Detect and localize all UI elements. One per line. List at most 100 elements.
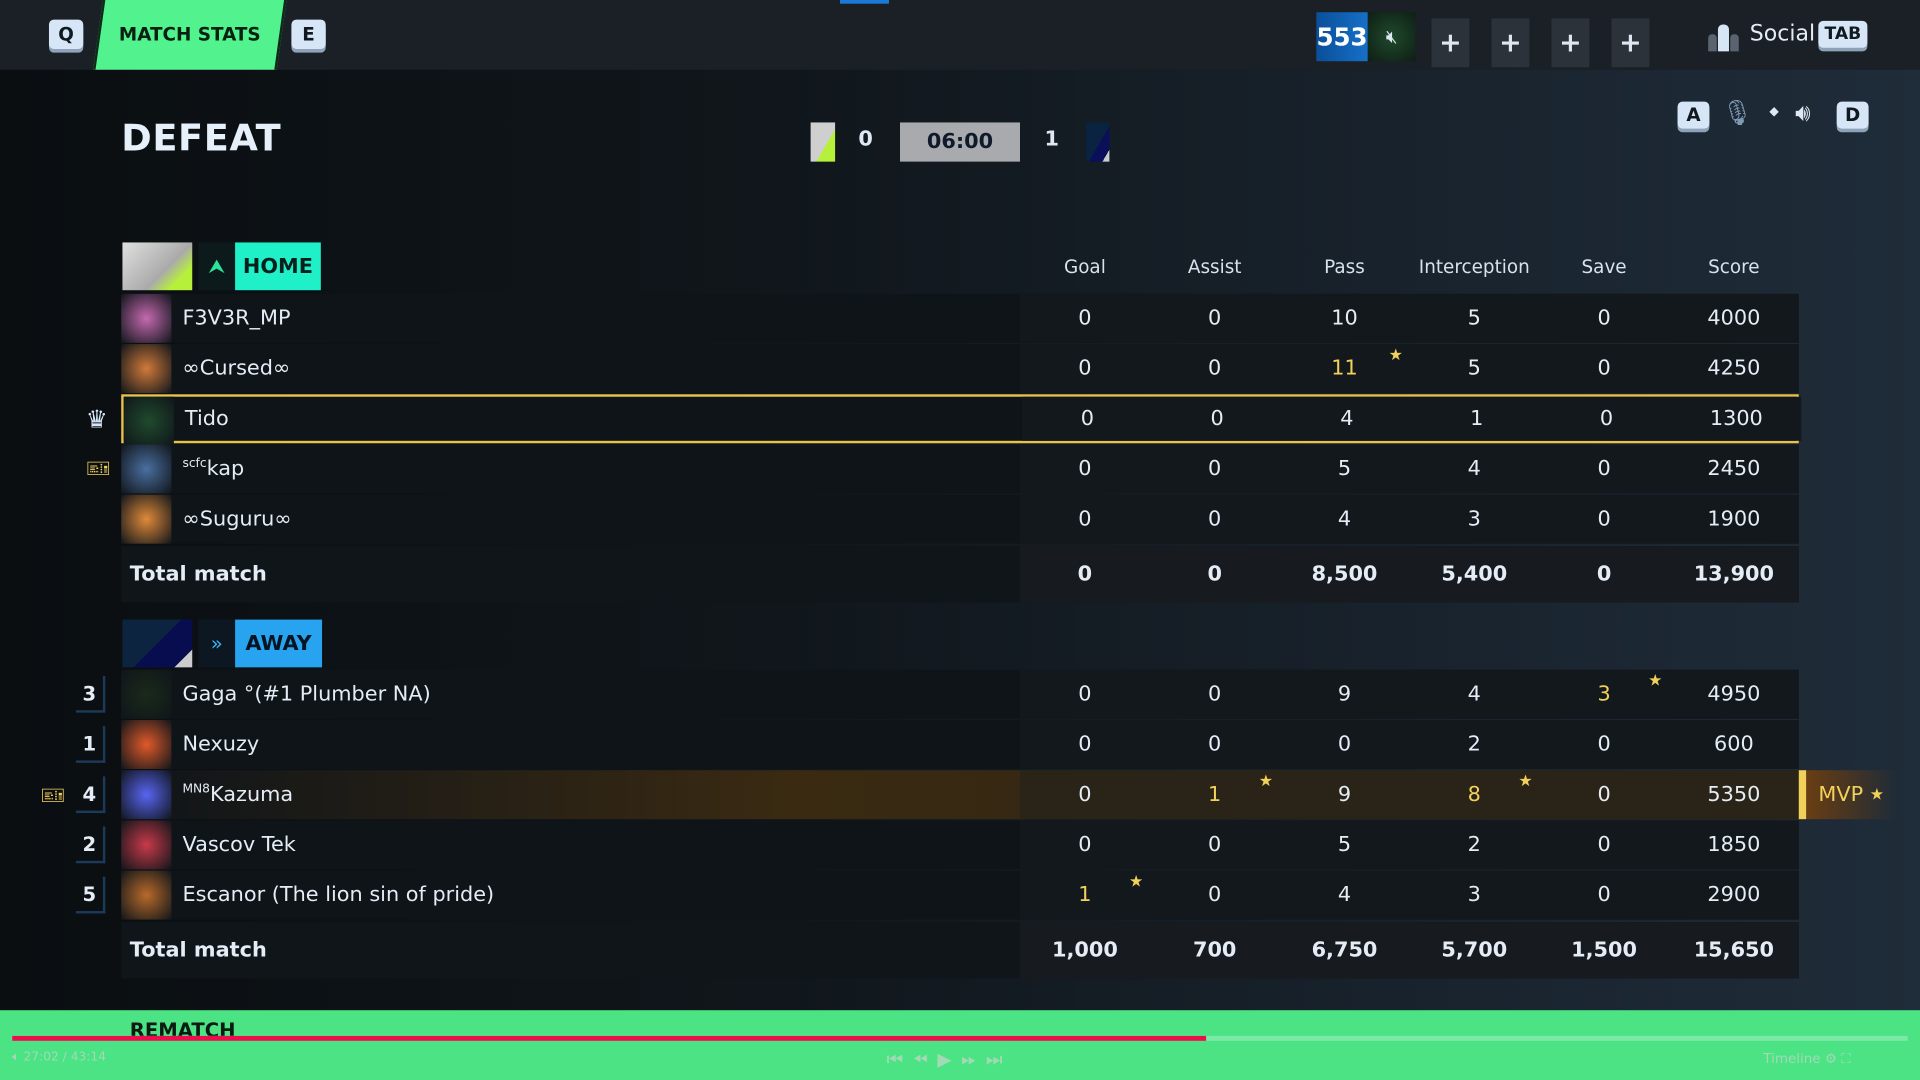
tab-indicator	[840, 0, 889, 4]
speaker-icon[interactable]: 🔊︎	[1795, 97, 1811, 128]
stat-save: 0	[1597, 732, 1611, 757]
player-tag: MN8	[182, 782, 210, 797]
player-row[interactable]: Escanor (The lion sin of pride) 1 ★ 0 4 3 0 290…	[121, 870, 1799, 920]
away-chevron-icon: »	[198, 619, 236, 668]
stat-score: 5350	[1707, 782, 1761, 807]
player-avatar[interactable]	[123, 396, 174, 446]
player-name[interactable]: Nexuzy	[182, 732, 259, 756]
player-row[interactable]: scfckap 0 0 5 4 0 2450	[121, 444, 1799, 494]
rewind-icon[interactable]: ⏪︎	[912, 1048, 938, 1071]
player-avatar[interactable]	[121, 293, 172, 343]
stat-pass: 9	[1337, 682, 1352, 707]
party-ticket-icon: 🎫︎	[40, 783, 66, 807]
party-leader-icon: ♛	[85, 404, 108, 434]
player-row[interactable]: Vascov Tek 0 0 5 2 0 1850	[121, 820, 1799, 870]
social-key[interactable]: TAB	[1818, 20, 1868, 48]
player-row[interactable]: ∞Suguru∞ 0 0 4 3 0 1900	[121, 494, 1799, 544]
star-icon: ★	[1388, 346, 1403, 365]
stat-assist: 0	[1208, 682, 1222, 707]
stat-save: 0	[1597, 832, 1611, 858]
player-name-text: ∞Cursed∞	[182, 356, 291, 381]
player-avatar[interactable]	[121, 344, 172, 394]
star-icon: ★	[1258, 772, 1274, 792]
social-label[interactable]: Social	[1749, 20, 1816, 47]
stat-interception: 4	[1467, 456, 1481, 482]
home-score: 0	[858, 127, 873, 152]
home-team-flag	[810, 122, 836, 162]
tab-match-stats[interactable]: MATCH STATS	[93, 0, 287, 70]
player-name[interactable]: F3V3R_MP	[182, 306, 290, 330]
stat-score: 4250	[1707, 356, 1761, 381]
player-avatar[interactable]	[121, 669, 172, 719]
stat-goal: 0	[1078, 506, 1092, 532]
column-header: Goal	[1063, 255, 1106, 278]
volume-icon[interactable]: 🔈︎	[12, 1050, 24, 1065]
player-row[interactable]: Gaga °(#1 Plumber NA) 0 0 9 4 3 ★ 4950	[121, 669, 1799, 719]
stat-assist: 0	[1208, 506, 1222, 532]
player-name[interactable]: ∞Cursed∞	[182, 356, 290, 380]
stat-pass: 5	[1337, 832, 1352, 858]
player-level: 553	[1316, 12, 1368, 62]
party-slot-button[interactable]: +	[1611, 18, 1650, 68]
player-avatar[interactable]	[121, 870, 172, 920]
stat-interception: 2	[1467, 832, 1481, 858]
mvp-label: MVP	[1818, 782, 1864, 807]
column-header: Assist	[1187, 255, 1242, 278]
player-rank: 4	[75, 776, 106, 814]
player-name[interactable]: Gaga °(#1 Plumber NA)	[182, 682, 430, 706]
seek-bar[interactable]	[12, 1035, 1908, 1041]
party-slot-button[interactable]: +	[1551, 18, 1590, 68]
timeline-button[interactable]: Timeline ⚙︎ ⛶	[1763, 1051, 1850, 1068]
player-row[interactable]: Tido 0 0 4 1 0 1300	[121, 394, 1802, 446]
stat-interception: 5	[1467, 356, 1481, 381]
player-name[interactable]: ∞Suguru∞	[182, 507, 291, 531]
home-team-label: HOME	[235, 242, 321, 291]
player-avatar[interactable]	[121, 770, 172, 820]
player-avatar[interactable]	[121, 820, 172, 870]
total-score: 15,650	[1693, 937, 1775, 963]
player-avatar[interactable]	[121, 494, 172, 544]
fast-forward-icon[interactable]: ⏩︎	[961, 1048, 986, 1071]
settings-icon[interactable]: ⚙︎	[1824, 1050, 1837, 1067]
player-row[interactable]: F3V3R_MP 0 0 10 5 0 4000	[121, 293, 1799, 343]
skip-end-icon[interactable]: ⏭︎	[985, 1048, 1013, 1071]
player-name[interactable]: MN8Kazuma	[182, 782, 293, 806]
player-row[interactable]: MN8Kazuma 0 1 ★ 9 8 ★ 0 5350	[121, 770, 1799, 820]
party-slot-button[interactable]: +	[1431, 18, 1470, 68]
player-row[interactable]: Nexuzy 0 0 0 2 0 600	[121, 720, 1799, 769]
party-slot-button[interactable]: +	[1491, 18, 1530, 68]
player-rank: 3	[75, 675, 106, 713]
player-avatar[interactable]	[121, 720, 172, 769]
home-chevron-icon: ⮝	[198, 242, 236, 291]
next-tab-key[interactable]: E	[291, 19, 326, 49]
rematch-button[interactable]: REMATCH	[129, 1018, 236, 1036]
playback-controls[interactable]: ⏮︎⏪︎▶︎⏩︎⏭︎	[887, 1048, 1013, 1070]
mic-muted-icon[interactable]: 🎙︎	[1721, 97, 1753, 128]
voice-left-key[interactable]: A	[1677, 101, 1710, 129]
muted-speaker-icon[interactable]: 🔇︎	[1367, 12, 1416, 62]
player-rank: 2	[75, 826, 106, 864]
stat-assist: 0	[1210, 406, 1224, 432]
total-score: 13,900	[1693, 562, 1775, 587]
stat-interception: 8	[1467, 782, 1481, 807]
player-name[interactable]: Vascov Tek	[182, 833, 295, 857]
player-name[interactable]: Tido	[185, 407, 229, 431]
player-name[interactable]: Escanor (The lion sin of pride)	[182, 883, 494, 907]
player-row[interactable]: ∞Cursed∞ 0 0 11 ★ 5 0 4250	[121, 344, 1799, 394]
skip-start-icon[interactable]: ⏮︎	[886, 1048, 913, 1071]
voice-right-key[interactable]: D	[1836, 101, 1869, 129]
playback-time: 🔈︎ 27:02 / 43:14	[12, 1051, 106, 1064]
total-interception: 5,700	[1441, 937, 1508, 963]
away-team-label: AWAY	[235, 619, 323, 668]
player-avatar[interactable]	[121, 444, 172, 494]
player-rank: 1	[75, 726, 106, 763]
prev-tab-key[interactable]: Q	[48, 19, 84, 49]
stat-pass: 0	[1337, 732, 1352, 757]
stat-pass: 4	[1337, 506, 1352, 532]
play-icon[interactable]: ▶︎	[937, 1048, 962, 1071]
player-name[interactable]: scfckap	[182, 457, 244, 481]
total-assist: 700	[1192, 937, 1237, 963]
fullscreen-icon[interactable]: ⛶	[1841, 1050, 1851, 1067]
stat-interception: 2	[1467, 732, 1481, 757]
column-header: Save	[1581, 255, 1627, 278]
